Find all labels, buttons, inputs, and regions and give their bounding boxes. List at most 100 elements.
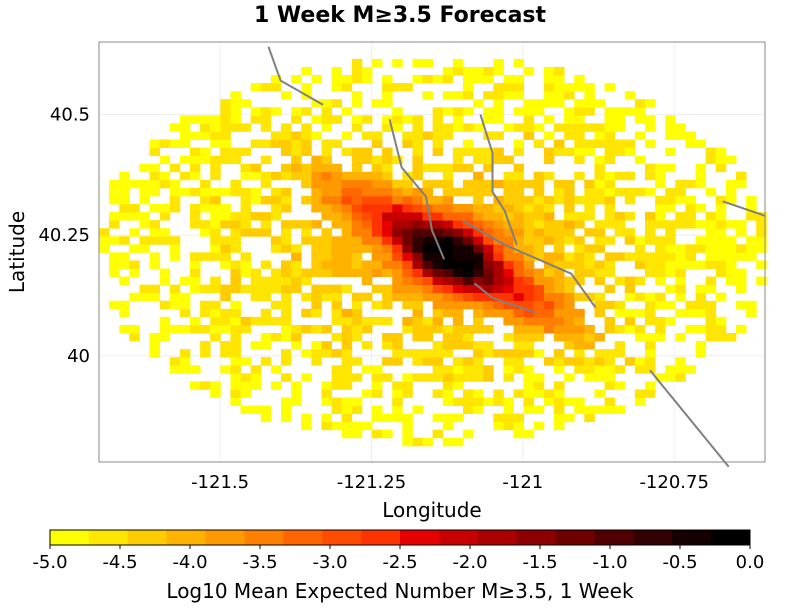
- heatmap-cell: [169, 204, 181, 213]
- heatmap-cell: [270, 268, 282, 277]
- heatmap-cell: [493, 99, 504, 108]
- x-axis-ticks: -121.5 -121.25 -121 -120.75: [191, 472, 709, 493]
- heatmap-cell: [331, 373, 343, 382]
- heatmap-cell: [179, 292, 191, 302]
- heatmap-cell: [624, 147, 636, 157]
- heatmap-cell: [301, 292, 312, 302]
- heatmap-cell: [493, 260, 504, 269]
- heatmap-cell: [665, 236, 676, 245]
- heatmap-cell: [119, 236, 130, 245]
- heatmap-cell: [402, 139, 413, 148]
- heatmap-cell: [179, 276, 191, 286]
- heatmap-cell: [473, 228, 484, 237]
- heatmap-cell: [432, 276, 444, 286]
- heatmap-cell: [523, 365, 535, 374]
- heatmap-cell: [179, 123, 191, 132]
- heatmap-cell: [220, 365, 231, 374]
- heatmap-cell: [665, 163, 676, 173]
- y-axis-label: Latitude: [5, 211, 29, 293]
- heatmap-cell: [361, 316, 373, 326]
- heatmap-cell: [462, 212, 474, 221]
- heatmap-cell: [493, 83, 504, 92]
- heatmap-cell: [564, 413, 575, 423]
- heatmap-cell: [159, 268, 171, 277]
- heatmap-cell: [594, 357, 605, 366]
- heatmap-cell: [513, 163, 525, 173]
- heatmap-cell: [503, 365, 514, 374]
- heatmap-cell: [149, 179, 161, 189]
- heatmap-cell: [746, 308, 757, 318]
- heatmap-cell: [109, 300, 120, 310]
- heatmap-cell: [402, 252, 413, 261]
- heatmap-cell: [280, 284, 292, 294]
- heatmap-cell: [189, 163, 201, 173]
- heatmap-cell: [371, 179, 383, 189]
- heatmap-cell: [210, 163, 221, 173]
- heatmap-cell: [250, 107, 262, 116]
- colorbar-tick-label: -4.5: [102, 552, 137, 573]
- heatmap-cell: [280, 413, 292, 423]
- heatmap-cell: [280, 163, 292, 173]
- heatmap-cell: [746, 204, 757, 213]
- heatmap-cell: [473, 316, 484, 326]
- heatmap-cell: [240, 171, 252, 181]
- heatmap-cell: [523, 252, 535, 261]
- heatmap-cell: [341, 333, 353, 342]
- colorbar-swatch: [594, 530, 634, 545]
- heatmap-cell: [452, 437, 464, 447]
- heatmap-cell: [311, 236, 322, 245]
- heatmap-cell: [624, 324, 636, 334]
- heatmap-cell: [331, 236, 343, 245]
- heatmap-cell: [392, 212, 403, 221]
- heatmap-cell: [442, 300, 454, 310]
- heatmap-cell: [553, 66, 565, 76]
- heatmap-cell: [452, 228, 464, 237]
- heatmap-cell: [260, 139, 272, 148]
- heatmap-cell: [564, 292, 575, 302]
- heatmap-cell: [432, 212, 444, 221]
- heatmap-cell: [422, 333, 434, 342]
- colorbar-swatch: [400, 530, 440, 545]
- heatmap-cell: [584, 187, 595, 197]
- heatmap-cell: [230, 397, 241, 406]
- heatmap-cell: [119, 300, 130, 310]
- heatmap-cell: [280, 220, 292, 229]
- heatmap-cell: [644, 171, 656, 181]
- heatmap-cell: [402, 324, 413, 334]
- heatmap-cell: [361, 155, 373, 165]
- heatmap-cell: [250, 171, 262, 181]
- heatmap-cell: [594, 260, 605, 269]
- heatmap-cell: [473, 292, 484, 302]
- heatmap-cell: [139, 244, 150, 253]
- heatmap-cell: [735, 284, 747, 294]
- heatmap-cell: [584, 333, 595, 342]
- heatmap-cell: [311, 341, 322, 350]
- heatmap-cell: [735, 179, 747, 189]
- heatmap-cell: [705, 252, 717, 261]
- heatmap-cell: [412, 155, 423, 165]
- heatmap-cell: [746, 212, 757, 221]
- heatmap-cell: [665, 147, 676, 157]
- heatmap-cell: [493, 389, 504, 398]
- heatmap-cell: [432, 220, 444, 229]
- heatmap-cell: [331, 83, 343, 92]
- heatmap-cell: [604, 187, 616, 197]
- heatmap-cell: [230, 365, 241, 374]
- heatmap-cell: [675, 276, 686, 286]
- heatmap-cell: [291, 284, 302, 294]
- heatmap-cell: [280, 300, 292, 310]
- heatmap-cell: [574, 349, 585, 358]
- heatmap-cell: [695, 139, 707, 148]
- heatmap-cell: [503, 244, 514, 253]
- heatmap-cell: [260, 179, 272, 189]
- heatmap-cell: [382, 300, 393, 310]
- heatmap-cell: [230, 228, 241, 237]
- heatmap-cell: [584, 268, 595, 277]
- heatmap-cell: [392, 236, 403, 245]
- heatmap-cell: [513, 413, 525, 423]
- heatmap-cell: [402, 349, 413, 358]
- heatmap-cell: [543, 131, 555, 140]
- heatmap-cell: [402, 212, 413, 221]
- colorbar-swatch: [438, 530, 479, 545]
- heatmap-cell: [311, 75, 322, 84]
